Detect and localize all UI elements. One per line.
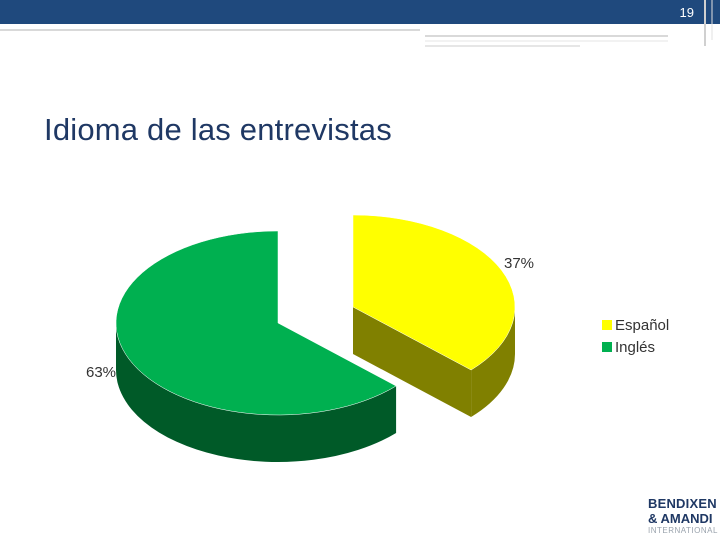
data-label-ingles: 63% <box>86 364 116 381</box>
page-number: 19 <box>679 5 694 20</box>
legend-swatch-ingles <box>602 342 612 352</box>
header-bar: 19 <box>0 0 720 24</box>
company-logo: BENDIXEN & AMANDI INTERNATIONAL <box>648 496 718 535</box>
legend-item-ingles: Inglés <box>602 336 669 358</box>
legend-swatch-espanol <box>602 320 612 330</box>
chart-legend: Español Inglés <box>602 314 669 358</box>
legend-label-ingles: Inglés <box>615 338 656 356</box>
slide-title: Idioma de las entrevistas <box>44 112 392 147</box>
legend-item-espanol: Español <box>602 314 669 336</box>
pie-slice-ingles <box>115 230 397 416</box>
legend-label-espanol: Español <box>615 316 670 334</box>
pie-slice-espanol <box>352 214 516 371</box>
pie-side-ingles <box>116 323 397 463</box>
header-decoration-lines <box>0 0 713 47</box>
pie-side-espanol <box>471 307 515 417</box>
pie-cut-espanol <box>353 307 472 417</box>
data-label-espanol: 37% <box>504 255 534 272</box>
